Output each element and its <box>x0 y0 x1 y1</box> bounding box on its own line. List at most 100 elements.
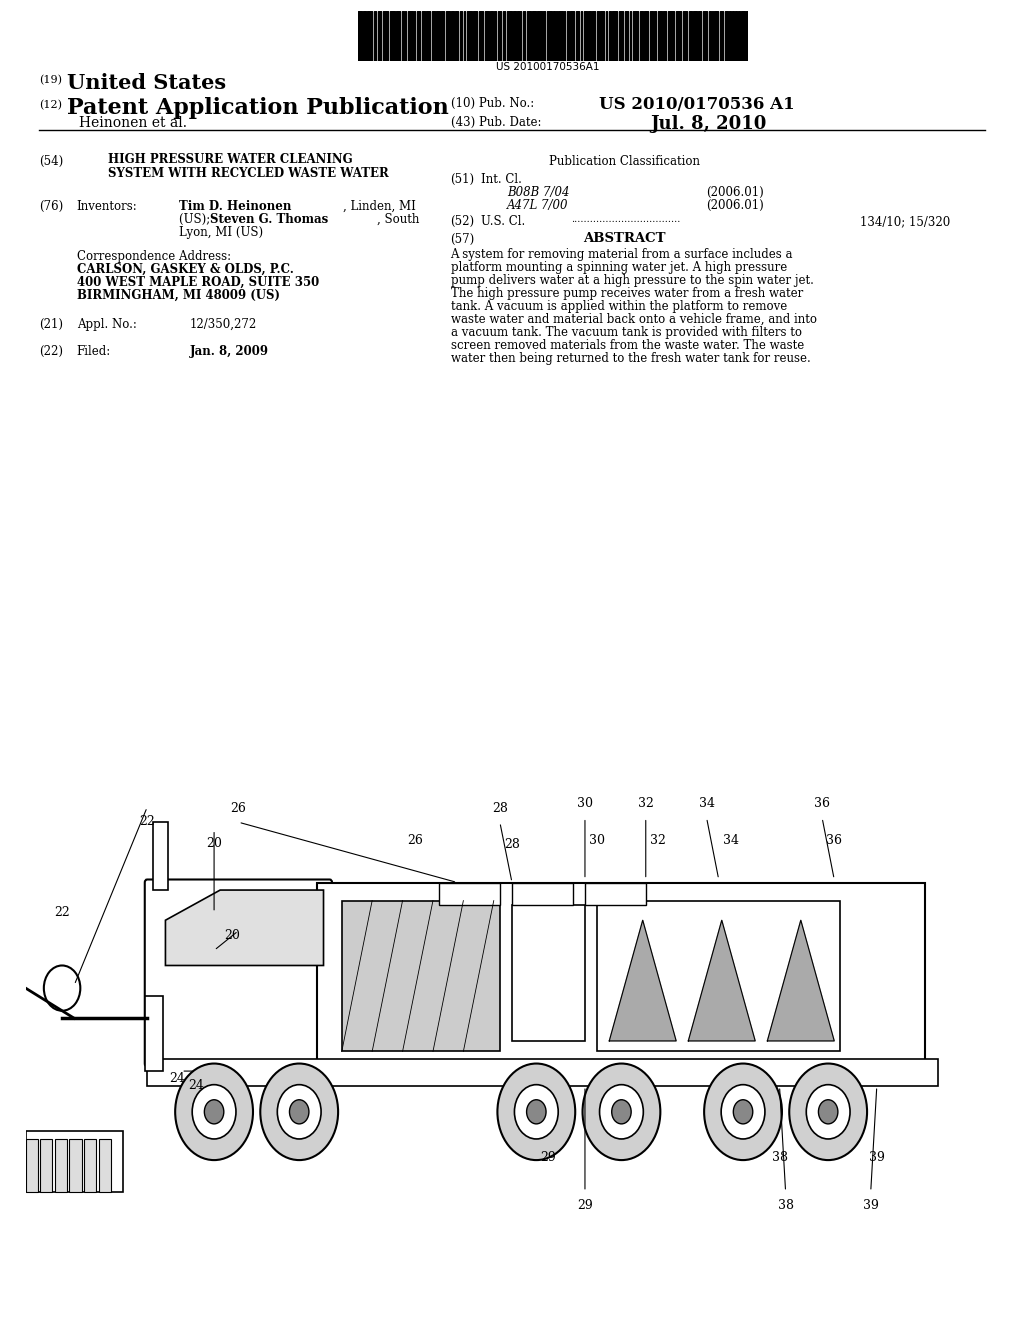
Circle shape <box>290 1100 309 1123</box>
Bar <box>26 1131 123 1192</box>
Bar <box>503 11 505 61</box>
Bar <box>585 883 646 906</box>
Polygon shape <box>609 920 676 1041</box>
Bar <box>741 11 744 61</box>
Text: waste water and material back onto a vehicle frame, and into: waste water and material back onto a veh… <box>451 313 816 326</box>
Text: ...................................: ................................... <box>571 215 681 224</box>
Circle shape <box>514 1085 558 1139</box>
Bar <box>683 11 687 61</box>
Bar <box>144 995 163 1071</box>
Text: ABSTRACT: ABSTRACT <box>584 232 666 246</box>
Bar <box>543 11 545 61</box>
Bar <box>404 11 407 61</box>
Bar <box>98 1139 111 1192</box>
Text: 134/10; 15/320: 134/10; 15/320 <box>860 215 950 228</box>
Bar <box>422 11 425 61</box>
Bar <box>498 11 502 61</box>
Text: 20: 20 <box>206 837 222 850</box>
Bar <box>440 11 443 61</box>
Text: 22: 22 <box>54 907 70 919</box>
Bar <box>620 11 623 61</box>
Text: 24: 24 <box>170 1072 185 1085</box>
Bar <box>507 11 512 61</box>
Bar <box>414 11 415 61</box>
Bar <box>630 11 631 61</box>
Circle shape <box>498 1064 575 1160</box>
Circle shape <box>611 1100 631 1123</box>
Bar <box>597 900 841 1052</box>
Text: a vacuum tank. The vacuum tank is provided with filters to: a vacuum tank. The vacuum tank is provid… <box>451 326 802 339</box>
Text: 32: 32 <box>650 834 666 846</box>
Bar <box>383 11 388 61</box>
Bar <box>455 11 459 61</box>
Bar <box>738 11 739 61</box>
Bar <box>70 1139 82 1192</box>
Text: 28: 28 <box>504 838 520 851</box>
Bar <box>725 11 728 61</box>
Bar <box>513 11 516 61</box>
Text: 22: 22 <box>139 814 155 828</box>
Bar <box>154 822 168 890</box>
Text: (54): (54) <box>39 154 63 168</box>
Bar <box>378 11 381 61</box>
Polygon shape <box>688 920 756 1041</box>
Bar <box>712 11 714 61</box>
Bar <box>467 11 472 61</box>
Bar <box>558 11 563 61</box>
Bar <box>396 11 400 61</box>
Bar <box>368 11 372 61</box>
Bar <box>426 11 430 61</box>
Bar <box>460 11 462 61</box>
Bar <box>342 900 500 1052</box>
Text: 34: 34 <box>723 834 739 846</box>
Bar <box>581 11 583 61</box>
Circle shape <box>175 1064 253 1160</box>
Text: Correspondence Address:: Correspondence Address: <box>77 249 231 263</box>
Bar <box>358 11 362 61</box>
Bar <box>553 11 555 61</box>
Text: Int. Cl.: Int. Cl. <box>481 173 522 186</box>
Text: 32: 32 <box>638 797 653 810</box>
Bar <box>703 11 707 61</box>
Bar <box>671 11 675 61</box>
Text: Inventors:: Inventors: <box>77 201 137 213</box>
Text: tank. A vacuum is applied within the platform to remove: tank. A vacuum is applied within the pla… <box>451 300 786 313</box>
Bar <box>547 11 552 61</box>
Text: Filed:: Filed: <box>77 345 111 358</box>
Bar <box>390 11 394 61</box>
Bar <box>26 1139 38 1192</box>
Bar <box>408 11 413 61</box>
Bar <box>564 11 565 61</box>
Bar <box>570 11 573 61</box>
Text: (10) Pub. No.:: (10) Pub. No.: <box>451 96 534 110</box>
Bar <box>654 11 656 61</box>
Text: B08B 7/04: B08B 7/04 <box>507 186 569 199</box>
Bar <box>625 11 628 61</box>
Bar <box>720 11 723 61</box>
Bar <box>401 11 403 61</box>
Bar <box>374 11 376 61</box>
Bar <box>658 11 662 61</box>
Bar <box>663 11 666 61</box>
Text: The high pressure pump receives water from a fresh water: The high pressure pump receives water fr… <box>451 286 803 300</box>
Bar <box>489 11 493 61</box>
Text: CARLSON, GASKEY & OLDS, P.C.: CARLSON, GASKEY & OLDS, P.C. <box>77 263 294 276</box>
Bar <box>693 11 697 61</box>
Bar <box>147 1059 938 1086</box>
Bar <box>709 11 711 61</box>
Text: (22): (22) <box>39 345 62 358</box>
Bar <box>698 11 701 61</box>
Text: United States: United States <box>67 73 225 92</box>
Bar <box>84 1139 96 1192</box>
Circle shape <box>260 1064 338 1160</box>
Text: pump delivers water at a high pressure to the spin water jet.: pump delivers water at a high pressure t… <box>451 275 813 286</box>
Text: 20: 20 <box>224 929 241 941</box>
Bar <box>439 883 500 906</box>
Bar <box>556 11 557 61</box>
Text: (76): (76) <box>39 201 63 213</box>
Bar <box>495 11 496 61</box>
Bar <box>597 11 599 61</box>
Bar <box>589 11 592 61</box>
Text: (57): (57) <box>451 234 475 246</box>
Text: BIRMINGHAM, MI 48009 (US): BIRMINGHAM, MI 48009 (US) <box>77 289 280 302</box>
